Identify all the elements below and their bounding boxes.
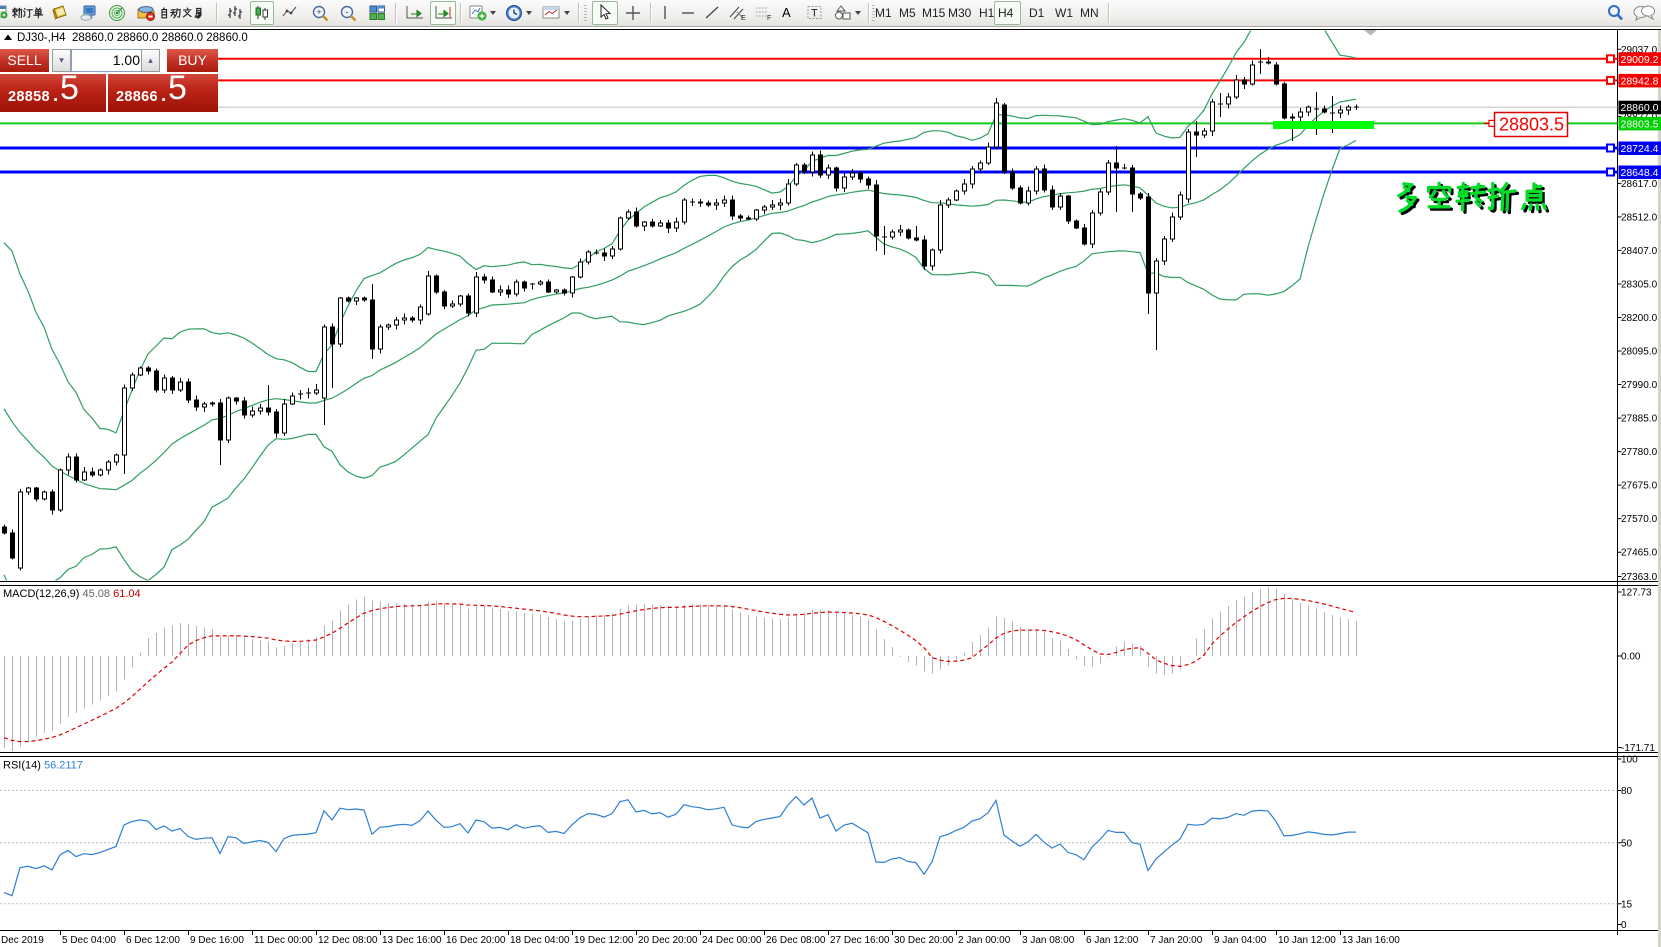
svg-text:18 Dec 04:00: 18 Dec 04:00 [510,935,570,946]
svg-text:16 Dec 20:00: 16 Dec 20:00 [446,935,506,946]
svg-text:27 Dec 16:00: 27 Dec 16:00 [830,935,890,946]
svg-text:15: 15 [1621,899,1633,910]
svg-text:6 Dec 12:00: 6 Dec 12:00 [126,935,180,946]
svg-text:24 Dec 00:00: 24 Dec 00:00 [702,935,762,946]
svg-text:RSI(14) 56.2117: RSI(14) 56.2117 [3,760,83,772]
svg-text:E: E [741,15,746,22]
svg-text:5 Dec 04:00: 5 Dec 04:00 [62,935,116,946]
svg-text:29037.0: 29037.0 [1621,45,1658,56]
svg-text:20 Dec 20:00: 20 Dec 20:00 [638,935,698,946]
svg-text:28512.0: 28512.0 [1621,212,1658,223]
svg-text:28095.0: 28095.0 [1621,347,1658,358]
svg-text:28803.5: 28803.5 [1621,118,1659,130]
svg-text:6 Jan 12:00: 6 Jan 12:00 [1086,935,1139,946]
svg-text:28200.0: 28200.0 [1621,313,1658,324]
svg-text:50: 50 [1621,838,1633,849]
svg-text:28724.4: 28724.4 [1621,143,1659,155]
svg-text:-: - [346,7,349,17]
svg-text:26 Dec 08:00: 26 Dec 08:00 [766,935,826,946]
svg-text:13 Jan 16:00: 13 Jan 16:00 [1342,935,1400,946]
svg-text:100: 100 [1621,755,1638,766]
svg-text:28407.0: 28407.0 [1621,246,1658,257]
svg-text:0.00: 0.00 [1621,652,1641,663]
svg-text:80: 80 [1621,786,1633,797]
svg-text:27465.0: 27465.0 [1621,548,1658,559]
svg-text:27570.0: 27570.0 [1621,514,1658,525]
svg-text:28617.0: 28617.0 [1621,179,1658,190]
svg-text:12 Dec 08:00: 12 Dec 08:00 [318,935,378,946]
svg-text:3 Jan 08:00: 3 Jan 08:00 [1022,935,1075,946]
svg-text:27990.0: 27990.0 [1621,380,1658,391]
svg-text:27363.0: 27363.0 [1621,572,1658,583]
svg-text:MACD(12,26,9) 45.08 61.04: MACD(12,26,9) 45.08 61.04 [3,588,141,600]
svg-text:11 Dec 00:00: 11 Dec 00:00 [254,935,313,946]
svg-text:28942.8: 28942.8 [1621,75,1659,87]
svg-text:2 Jan 00:00: 2 Jan 00:00 [958,935,1011,946]
svg-text:-171.71: -171.71 [1621,743,1655,754]
svg-text:F: F [767,15,771,22]
svg-text:19 Dec 12:00: 19 Dec 12:00 [574,935,634,946]
svg-text:9 Dec 16:00: 9 Dec 16:00 [190,935,244,946]
svg-text:127.73: 127.73 [1621,588,1652,599]
svg-text:27780.0: 27780.0 [1621,447,1658,458]
svg-text:28860.0: 28860.0 [1621,102,1659,114]
svg-text:27885.0: 27885.0 [1621,414,1658,425]
svg-text:7 Jan 20:00: 7 Jan 20:00 [1150,935,1203,946]
svg-text:29009.2: 29009.2 [1621,54,1659,66]
svg-text:9 Jan 04:00: 9 Jan 04:00 [1214,935,1267,946]
svg-text:13 Dec 16:00: 13 Dec 16:00 [382,935,442,946]
svg-text:0: 0 [1621,920,1627,931]
svg-text:28648.4: 28648.4 [1621,167,1659,179]
svg-text:27675.0: 27675.0 [1621,481,1658,492]
svg-text:28305.0: 28305.0 [1621,280,1658,291]
svg-text:28803.5: 28803.5 [1499,115,1564,135]
svg-text:DJ30-,H4 28860.0 28860.0 2886: DJ30-,H4 28860.0 28860.0 28860.0 28860.0 [17,32,248,44]
svg-text:30 Dec 20:00: 30 Dec 20:00 [894,935,954,946]
svg-text:+: + [316,7,321,17]
svg-text:Dec 2019: Dec 2019 [1,935,44,946]
svg-text:T: T [811,8,818,20]
svg-text:10 Jan 12:00: 10 Jan 12:00 [1278,935,1336,946]
